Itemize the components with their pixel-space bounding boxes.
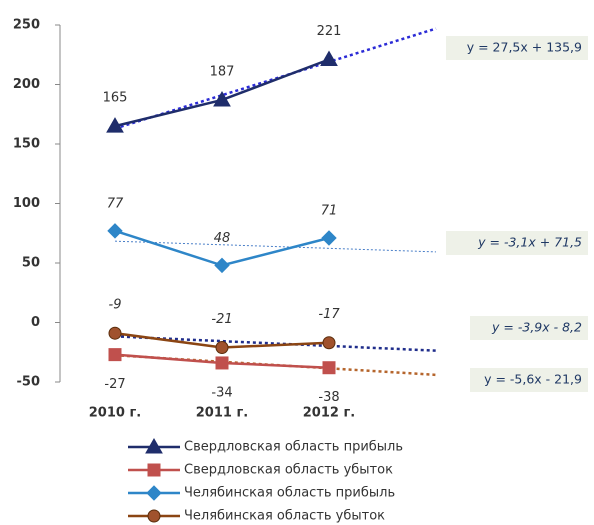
legend-marker (145, 437, 163, 454)
data-label: -17 (318, 307, 340, 322)
x-tick-label: 2012 г. (303, 406, 355, 421)
trend-equation: y = 27,5x + 135,9 (467, 40, 582, 55)
marker (321, 230, 337, 246)
trendline (114, 240, 437, 253)
data-label: 165 (103, 91, 128, 106)
legend-marker (146, 485, 162, 501)
y-tick-label: 50 (22, 256, 40, 271)
y-tick-label: 150 (13, 137, 40, 152)
marker (106, 117, 124, 133)
trend-equation: y = -3,1x + 71,5 (477, 235, 582, 250)
data-label: 187 (210, 64, 235, 79)
marker (320, 50, 338, 67)
marker (322, 336, 336, 350)
trend-equation: y = -3,9x - 8,2 (491, 320, 582, 335)
marker (108, 326, 122, 340)
legend-label: Челябинская область прибыль (184, 486, 395, 501)
x-tick-label: 2010 г. (89, 406, 141, 421)
marker (215, 356, 229, 370)
marker (214, 257, 230, 274)
y-tick-label: 250 (13, 18, 40, 33)
legend-label: Свердловская область прибыль (184, 440, 403, 455)
x-tick-label: 2011 г. (196, 406, 248, 421)
marker (322, 361, 336, 375)
data-label: 77 (107, 196, 124, 211)
data-label: -34 (211, 385, 232, 400)
trend-equation-box (470, 368, 588, 392)
y-tick-label: 200 (13, 77, 40, 92)
data-label: -9 (109, 298, 122, 313)
data-label: -38 (318, 390, 339, 405)
trend-equation-box (446, 231, 588, 255)
legend-label: Свердловская область убыток (184, 463, 393, 478)
legend-marker (147, 463, 161, 477)
y-tick-label: -50 (17, 375, 41, 390)
trend-equation-box (446, 36, 588, 60)
data-label: -21 (211, 312, 232, 327)
trend-equation-box (470, 316, 588, 340)
trend-equation: y = -5,6x - 21,9 (484, 372, 582, 387)
marker (215, 340, 229, 354)
data-label: 48 (214, 231, 231, 246)
marker (108, 348, 122, 362)
y-tick-label: 0 (31, 315, 40, 330)
marker (213, 90, 231, 107)
marker (107, 223, 123, 239)
y-tick-label: 100 (13, 196, 40, 211)
data-label: 71 (321, 204, 338, 219)
data-label: -27 (104, 377, 125, 392)
legend-marker (147, 509, 161, 523)
data-label: 221 (317, 24, 342, 39)
legend-label: Челябинская область убыток (184, 509, 385, 524)
